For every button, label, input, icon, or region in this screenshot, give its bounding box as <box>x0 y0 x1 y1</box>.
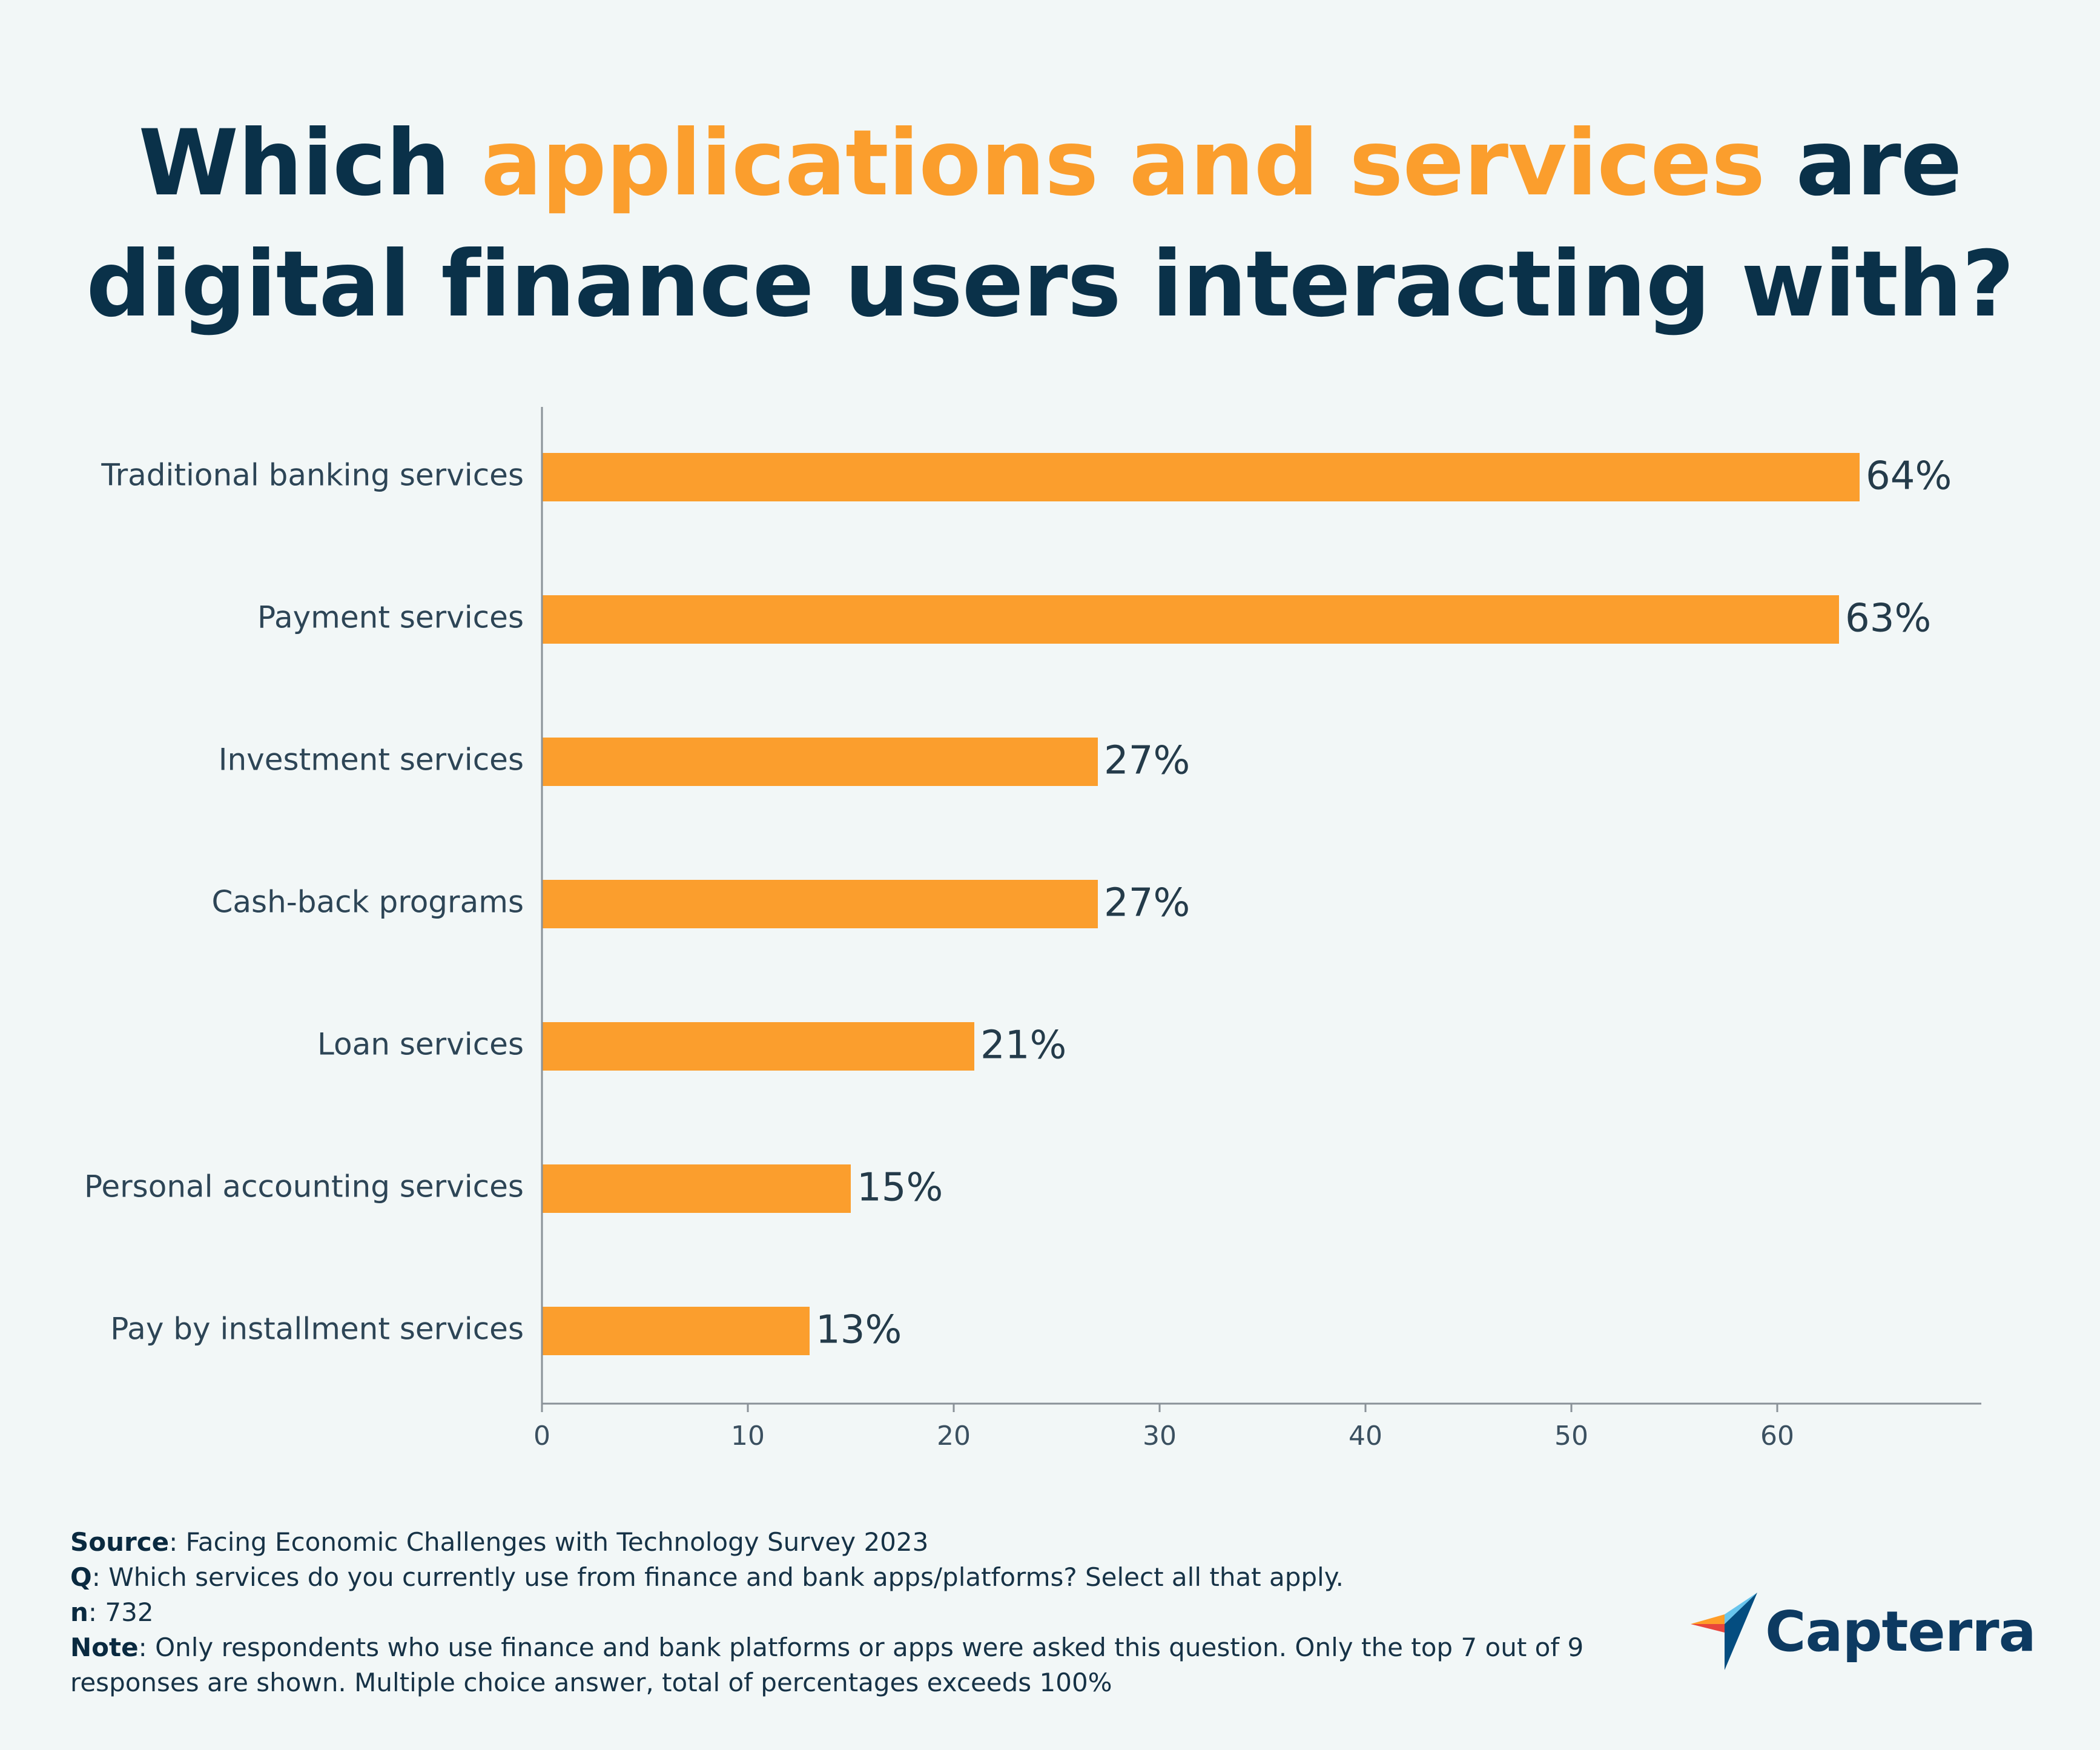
title-line2: digital finance users interacting with? <box>86 232 2015 337</box>
bar-4 <box>542 1022 974 1071</box>
footer-source-label: Source <box>70 1527 170 1557</box>
bar-5 <box>542 1164 851 1213</box>
footer-question: Q: Which services do you currently use f… <box>70 1560 1645 1595</box>
title-part1: Which <box>138 111 481 216</box>
value-label-0: 64% <box>1866 454 1952 499</box>
x-tick-label-0: 0 <box>533 1421 550 1451</box>
footer-n-label: n <box>70 1597 88 1627</box>
footer-source: Source: Facing Economic Challenges with … <box>70 1525 1645 1560</box>
category-label-6: Pay by installment services <box>110 1312 524 1347</box>
footer-note: Note: Only respondents who use finance a… <box>70 1630 1645 1700</box>
bar-chart: Traditional banking services Payment serv… <box>84 407 1981 1451</box>
category-labels: Traditional banking services Payment serv… <box>84 458 524 1347</box>
footer-n-text: : 732 <box>88 1597 154 1627</box>
capterra-arrow-icon <box>1691 1593 1757 1670</box>
category-label-0: Traditional banking services <box>101 458 524 493</box>
x-tick-label-2: 20 <box>937 1421 971 1451</box>
category-label-3: Cash-back programs <box>211 885 524 920</box>
value-label-6: 13% <box>816 1308 902 1353</box>
value-label-3: 27% <box>1104 881 1190 926</box>
value-label-5: 15% <box>857 1166 943 1210</box>
footer-note-label: Note <box>70 1633 139 1662</box>
bar-2 <box>542 738 1098 786</box>
title-highlight: applications and services <box>481 111 1765 216</box>
value-labels: 64% 63% 27% 27% 21% 15% 13% <box>816 454 1952 1353</box>
x-tick-label-6: 60 <box>1760 1421 1794 1451</box>
value-label-1: 63% <box>1845 596 1931 641</box>
category-label-5: Personal accounting services <box>84 1169 524 1204</box>
bar-1 <box>542 595 1839 644</box>
x-tick-label-3: 30 <box>1143 1421 1177 1451</box>
footer-source-text: : Facing Economic Challenges with Techno… <box>169 1527 929 1557</box>
value-label-2: 27% <box>1104 739 1190 784</box>
capterra-logo: Capterra <box>1689 1593 2036 1671</box>
value-label-4: 21% <box>980 1023 1066 1068</box>
bar-0 <box>542 453 1860 501</box>
logo-text: Capterra <box>1765 1599 2036 1664</box>
bar-6 <box>542 1307 810 1355</box>
bars-group <box>542 453 1860 1355</box>
footer-q-label: Q <box>70 1562 92 1592</box>
title-part2: are <box>1765 111 1963 216</box>
footer-note-text: : Only respondents who use finance and b… <box>70 1633 1584 1697</box>
footer-q-text: : Which services do you currently use fr… <box>91 1562 1344 1592</box>
x-tick-label-1: 10 <box>731 1421 765 1451</box>
category-label-2: Investment services <box>219 742 524 778</box>
category-label-1: Payment services <box>257 600 524 635</box>
chart-footer: Source: Facing Economic Challenges with … <box>70 1525 1645 1700</box>
category-label-4: Loan services <box>317 1027 524 1062</box>
x-tick-label-4: 40 <box>1349 1421 1382 1451</box>
footer-n: n: 732 <box>70 1595 1645 1630</box>
chart-title: Which applications and services are digi… <box>0 103 2100 345</box>
x-axis-ticks: 0 10 20 30 40 50 60 <box>533 1404 1794 1451</box>
bar-3 <box>542 880 1098 928</box>
x-tick-label-5: 50 <box>1554 1421 1588 1451</box>
